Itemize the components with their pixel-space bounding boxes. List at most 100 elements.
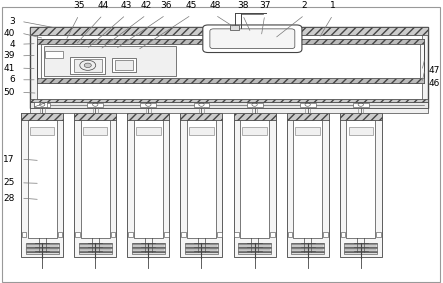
Bar <box>194 103 210 106</box>
Bar <box>81 120 110 239</box>
Bar <box>111 232 116 237</box>
Bar <box>70 57 105 74</box>
Bar <box>242 127 267 135</box>
Bar <box>37 39 424 83</box>
Text: 6: 6 <box>9 75 15 84</box>
Text: 43: 43 <box>120 1 132 10</box>
Bar <box>233 113 276 120</box>
Text: 35: 35 <box>73 1 85 10</box>
Bar <box>21 113 63 120</box>
FancyBboxPatch shape <box>203 25 302 53</box>
Bar <box>34 103 50 106</box>
Bar <box>353 103 369 106</box>
Text: 25: 25 <box>4 178 15 187</box>
Bar <box>287 113 329 120</box>
Bar <box>340 113 382 257</box>
Bar <box>30 27 428 35</box>
Bar <box>323 232 328 237</box>
Bar <box>233 113 276 120</box>
Bar <box>41 44 420 78</box>
Bar <box>164 232 168 237</box>
Bar <box>217 232 222 237</box>
Bar <box>185 243 218 254</box>
Text: 48: 48 <box>210 1 221 10</box>
Bar <box>180 113 222 120</box>
Bar <box>180 113 222 120</box>
Bar <box>128 113 169 257</box>
Bar <box>45 52 62 58</box>
Text: 39: 39 <box>3 51 15 60</box>
Bar <box>74 59 102 72</box>
Bar <box>128 113 169 120</box>
Bar <box>74 113 117 120</box>
Bar <box>79 243 112 254</box>
Bar <box>180 113 222 257</box>
Bar <box>37 35 422 99</box>
Text: 3: 3 <box>9 17 15 26</box>
Text: 44: 44 <box>97 1 109 10</box>
Text: 4: 4 <box>9 40 15 49</box>
Bar <box>140 103 156 106</box>
Text: 46: 46 <box>428 79 440 88</box>
Text: 1: 1 <box>330 1 336 10</box>
Bar <box>300 103 315 106</box>
Bar <box>34 102 47 107</box>
Circle shape <box>84 63 91 68</box>
Bar <box>349 127 373 135</box>
Text: 2: 2 <box>302 1 307 10</box>
Bar <box>230 25 239 30</box>
Text: 37: 37 <box>259 1 271 10</box>
Bar <box>74 113 117 257</box>
Bar <box>87 103 103 106</box>
Bar <box>132 243 165 254</box>
Bar <box>128 232 133 237</box>
Bar <box>340 113 382 120</box>
Text: 36: 36 <box>160 1 171 10</box>
Bar <box>270 232 275 237</box>
Bar <box>75 232 80 237</box>
Text: 41: 41 <box>4 64 15 73</box>
Bar <box>30 102 428 108</box>
Bar <box>291 243 324 254</box>
Bar <box>30 27 428 108</box>
Bar <box>377 232 381 237</box>
Bar <box>37 39 424 44</box>
Bar <box>233 113 276 257</box>
Bar <box>30 99 428 108</box>
Bar <box>115 60 133 70</box>
Bar <box>240 120 269 239</box>
Text: 50: 50 <box>3 88 15 97</box>
Bar <box>341 232 345 237</box>
Bar <box>136 127 160 135</box>
Bar <box>344 243 377 254</box>
Bar <box>287 113 329 257</box>
Bar <box>30 108 428 113</box>
Text: 42: 42 <box>140 1 152 10</box>
Text: 28: 28 <box>4 194 15 203</box>
Bar <box>293 120 322 239</box>
Bar <box>22 232 27 237</box>
Bar <box>189 127 214 135</box>
Bar <box>187 120 216 239</box>
Bar <box>346 120 375 239</box>
FancyBboxPatch shape <box>210 29 295 49</box>
Bar <box>128 113 169 120</box>
Text: 38: 38 <box>237 1 249 10</box>
Text: 40: 40 <box>4 29 15 38</box>
Bar <box>21 113 63 120</box>
Bar <box>340 113 382 120</box>
Bar <box>181 232 186 237</box>
Bar <box>295 127 320 135</box>
Bar <box>247 103 263 106</box>
Bar <box>134 120 163 239</box>
Bar <box>58 232 62 237</box>
Text: 47: 47 <box>428 67 440 75</box>
Bar <box>288 232 292 237</box>
Bar <box>26 243 59 254</box>
Bar <box>83 127 108 135</box>
Bar <box>37 78 424 83</box>
Bar <box>238 243 271 254</box>
Bar <box>234 232 239 237</box>
Bar <box>43 46 176 76</box>
Bar <box>74 113 117 120</box>
